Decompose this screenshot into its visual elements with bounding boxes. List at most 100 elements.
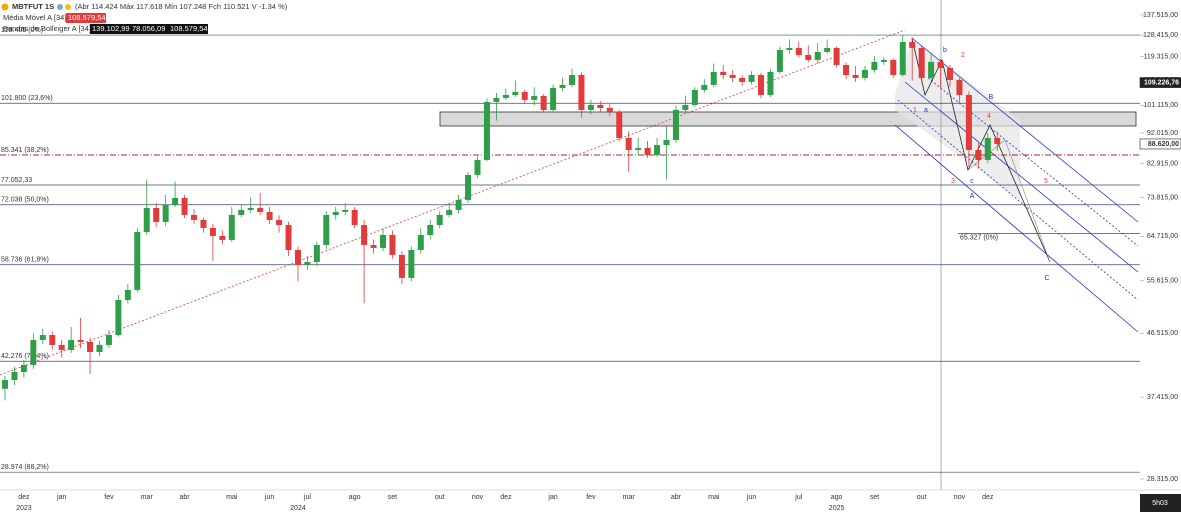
candle-body [871,61,878,70]
y-tick-label: 73.815,00 [1147,194,1178,201]
annotations: 1 a b 2 B 4 3 c A 5 C [913,47,1049,282]
level-label: 101.800 (23,6%) [1,95,53,102]
levels: 128.405 (0%) 101.800 (23,6%) 85.341 (38,2%… [0,27,1140,473]
candle-body [739,77,746,82]
candle-body [758,74,764,95]
y-tick-label: 55.615,00 [1147,278,1178,285]
candle-body [483,101,490,160]
x-tick-label: jan [56,494,66,501]
y-tick-label: 46.515,00 [1147,330,1178,337]
badge [90,24,208,34]
header: MBTFUT 1S (Abr 114.424 Máx 117.618 Mín 1… [1,2,288,34]
icon [57,4,63,10]
clock: 5h03 [1152,500,1168,507]
price-marker-label: 109.226,76 [1144,79,1179,86]
candle-body [408,249,415,278]
ma-name: Média Móvel A [34] [3,13,66,22]
wave-label: C [1044,275,1049,282]
candle-body [276,219,283,225]
candle-body [909,41,916,48]
candle-body [861,69,868,78]
candle-body [880,59,887,62]
candle-body [228,214,235,240]
candle-body [616,111,623,138]
candle-body [559,84,566,88]
wave-line [967,139,1051,263]
x-tick-label: jul [303,494,311,501]
x-tick-label: fev [586,494,596,501]
x-tick-label: nov [472,494,484,501]
candle-body [2,379,8,389]
candle-body [843,64,850,75]
candle-body [701,84,708,90]
candle-body [266,211,273,220]
year-label: 2025 [829,505,845,512]
candle-body [200,219,207,228]
level-label: 58.736 (61,8%) [1,257,49,264]
candle-body [729,74,736,78]
candle-body [635,147,642,150]
candle-body [606,107,613,112]
wave-label: A [970,193,975,200]
candle-body [672,109,679,140]
channel-line [904,81,1139,273]
level-label: 28.974 (88,2%) [1,464,49,471]
candle-body [956,79,963,95]
channel-line [927,77,1139,247]
candle-body [937,61,944,68]
candle-body [767,71,774,95]
candle-body [994,137,1001,144]
wave-label: 4 [987,113,991,120]
candle-body [502,94,509,98]
candle-body [984,137,991,160]
wave-label: 2 [961,52,965,59]
candle-body [814,51,821,60]
level-label: 85.341 (38,2%) [1,147,49,154]
candle-body [748,74,755,82]
y-tick-label: 101.115,00 [1143,102,1178,109]
wave-label: 1 [913,107,917,114]
candle-body [795,47,802,55]
x-tick-label: mar [141,494,154,501]
y-tick-label: 128.415,00 [1143,32,1178,39]
x-tick-label: jul [794,494,802,501]
candle-body [143,207,150,232]
candle-body [436,214,443,225]
level-label: 128.405 (0%) [1,27,43,34]
bb-value: 108.579,54 [170,24,208,33]
channel-line [897,99,1139,301]
candle-body [569,74,575,85]
candle-body [247,207,254,210]
candle-body [975,149,982,160]
price-marker [1139,77,1181,88]
candle-body [77,339,84,342]
candle-body [474,159,481,175]
icon [1,3,9,11]
x-tick-label: nov [954,494,966,501]
candle-body [465,174,472,200]
channel-line [894,124,1139,333]
candle-body [663,139,670,145]
x-tick-label: jun [264,494,274,501]
x-tick-label: mai [708,494,720,501]
candle-body [124,289,131,300]
candle-body [313,244,320,263]
candle-body [30,339,37,365]
bb-value: 78.056,09 [132,24,165,33]
x-tick-label: abr [179,494,190,501]
candle-body [427,224,434,235]
candle-body [191,214,197,220]
candle-body [332,211,339,215]
x-tick-label: ago [349,494,361,501]
x-tick-label: set [870,494,879,501]
candle-body [285,224,292,250]
price-marker [1139,138,1181,150]
icon [65,4,71,10]
channels [894,37,1139,333]
candle-body [531,95,538,100]
candle-body [597,104,604,108]
candle-body [417,234,424,250]
price-axis [1140,0,1181,490]
candle-body [323,214,330,245]
x-tick-label: ago [831,494,843,501]
